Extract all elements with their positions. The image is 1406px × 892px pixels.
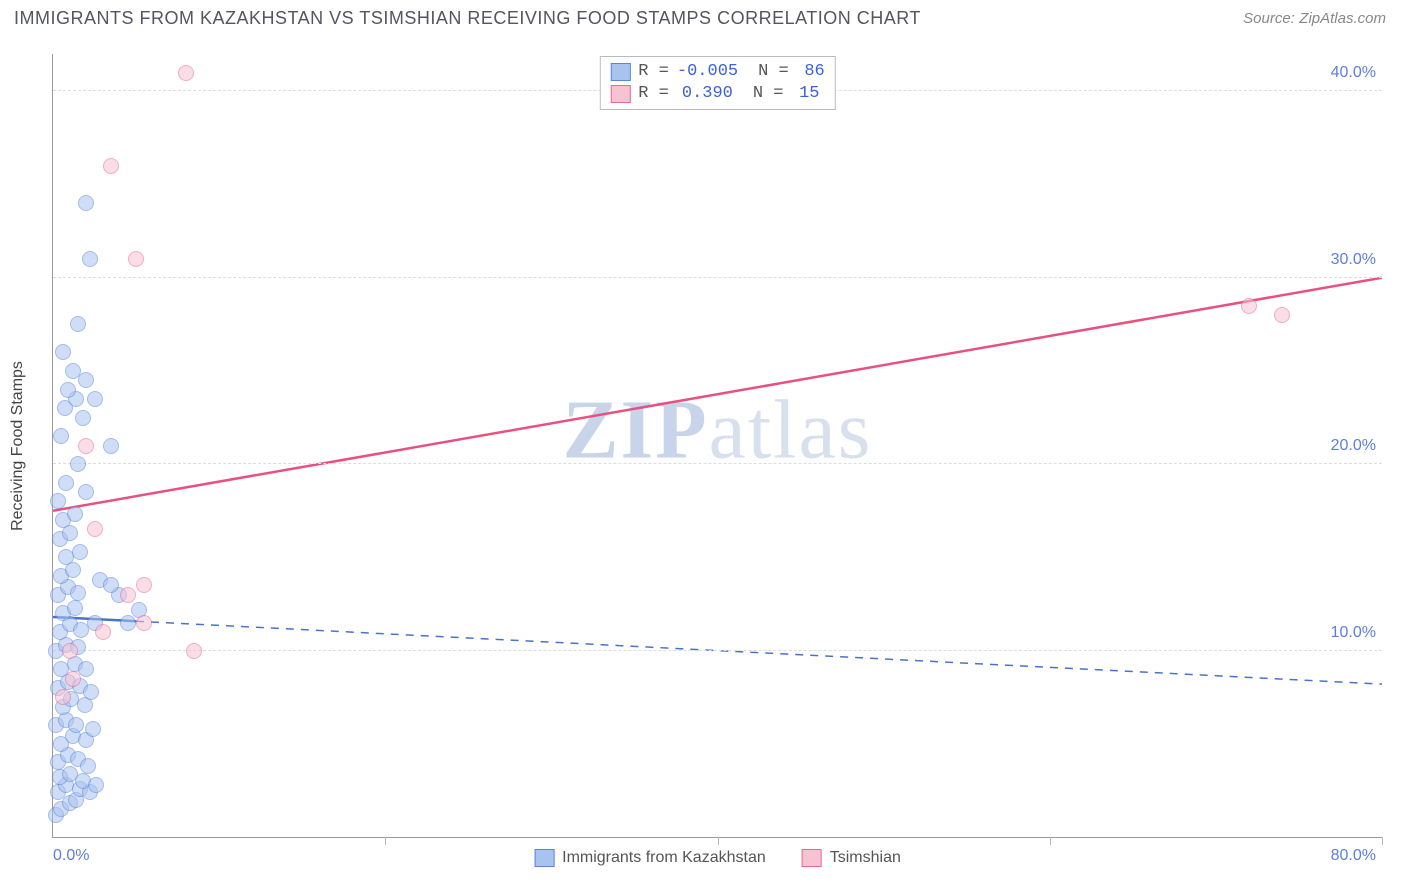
data-point <box>136 615 152 631</box>
data-point <box>78 195 94 211</box>
data-point <box>120 615 136 631</box>
data-point <box>78 438 94 454</box>
data-point <box>68 717 84 733</box>
x-tick <box>718 837 719 845</box>
series-label-tsimshian: Tsimshian <box>830 849 901 867</box>
data-point <box>78 484 94 500</box>
r-label: R = <box>638 83 669 105</box>
data-point <box>78 372 94 388</box>
data-point <box>120 587 136 603</box>
y-axis-title: Receiving Food Stamps <box>9 361 27 531</box>
data-point <box>72 544 88 560</box>
x-tick <box>385 837 386 845</box>
x-tick-label-max: 80.0% <box>1331 847 1376 865</box>
scatter-chart: ZIPatlas R = -0.005 N = 86 R = 0.390 N =… <box>52 54 1382 838</box>
y-tick-label: 20.0% <box>1331 437 1376 455</box>
data-point <box>82 251 98 267</box>
data-point <box>128 251 144 267</box>
gridline-h <box>53 463 1382 464</box>
trend-lines <box>53 54 1382 837</box>
y-tick-label: 40.0% <box>1331 64 1376 82</box>
source-credit: Source: ZipAtlas.com <box>1243 10 1386 28</box>
data-point <box>55 344 71 360</box>
data-point <box>95 624 111 640</box>
data-point <box>80 758 96 774</box>
data-point <box>70 456 86 472</box>
data-point <box>103 438 119 454</box>
data-point <box>70 316 86 332</box>
series-label-kazakhstan: Immigrants from Kazakhstan <box>562 849 766 867</box>
n-label: N = <box>753 83 784 105</box>
data-point <box>178 65 194 81</box>
data-point <box>58 475 74 491</box>
data-point <box>67 506 83 522</box>
n-value-kazakhstan: 86 <box>797 61 825 83</box>
legend-item-tsimshian: Tsimshian <box>802 849 901 867</box>
data-point <box>60 382 76 398</box>
data-point <box>87 391 103 407</box>
data-point <box>78 661 94 677</box>
swatch-kazakhstan-icon <box>610 63 630 81</box>
data-point <box>85 721 101 737</box>
x-tick <box>1050 837 1051 845</box>
x-tick-label-min: 0.0% <box>53 847 89 865</box>
swatch-tsimshian-icon <box>610 85 630 103</box>
gridline-h <box>53 650 1382 651</box>
source-label: Source: <box>1243 10 1295 27</box>
legend-stats-box: R = -0.005 N = 86 R = 0.390 N = 15 <box>599 56 835 110</box>
data-point <box>67 600 83 616</box>
data-point <box>83 684 99 700</box>
legend-row-tsimshian: R = 0.390 N = 15 <box>610 83 824 105</box>
data-point <box>62 643 78 659</box>
data-point <box>55 689 71 705</box>
y-tick-label: 30.0% <box>1331 251 1376 269</box>
data-point <box>1274 307 1290 323</box>
data-point <box>88 777 104 793</box>
r-value-kazakhstan: -0.005 <box>677 61 738 83</box>
y-tick-label: 10.0% <box>1331 624 1376 642</box>
data-point <box>65 671 81 687</box>
data-point <box>1241 298 1257 314</box>
page-title: IMMIGRANTS FROM KAZAKHSTAN VS TSIMSHIAN … <box>14 8 921 29</box>
data-point <box>186 643 202 659</box>
gridline-h <box>53 277 1382 278</box>
data-point <box>103 577 119 593</box>
r-label: R = <box>638 61 669 83</box>
legend-item-kazakhstan: Immigrants from Kazakhstan <box>534 849 766 867</box>
data-point <box>103 158 119 174</box>
r-value-tsimshian: 0.390 <box>677 83 733 105</box>
data-point <box>136 577 152 593</box>
n-label: N = <box>758 61 789 83</box>
legend-row-kazakhstan: R = -0.005 N = 86 <box>610 61 824 83</box>
source-value: ZipAtlas.com <box>1299 10 1386 27</box>
swatch-kazakhstan-icon <box>534 849 554 867</box>
n-value-tsimshian: 15 <box>792 83 820 105</box>
data-point <box>75 410 91 426</box>
data-point <box>87 521 103 537</box>
data-point <box>50 493 66 509</box>
data-point <box>53 428 69 444</box>
data-point <box>65 363 81 379</box>
data-point <box>70 585 86 601</box>
legend-series: Immigrants from Kazakhstan Tsimshian <box>534 849 901 867</box>
x-tick <box>1382 837 1383 845</box>
swatch-tsimshian-icon <box>802 849 822 867</box>
